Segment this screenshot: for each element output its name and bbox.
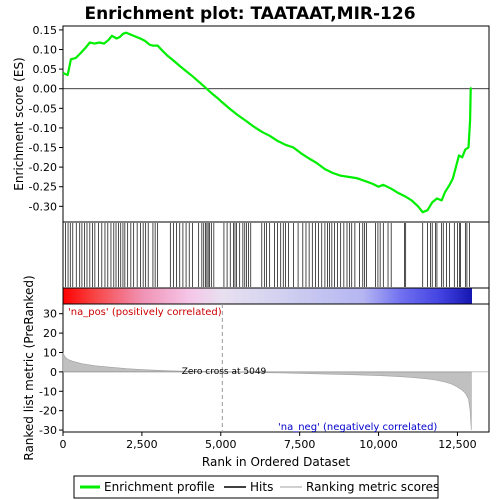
es-tick-label: -0.05 [29, 102, 57, 115]
hits-layer [65, 223, 470, 287]
es-tick-label: 0.10 [33, 44, 58, 57]
x-tick-label: 10,000 [359, 438, 398, 451]
metric-tick-label: 0 [50, 366, 57, 379]
x-axis-label: Rank in Ordered Dataset [202, 455, 350, 469]
ranking-heatmap-bar [63, 288, 472, 304]
es-tick-label: -0.20 [29, 161, 57, 174]
metric-tick-label: -30 [39, 424, 57, 437]
metric-tick-label: 20 [43, 327, 57, 340]
legend-hits-label: Hits [250, 480, 273, 494]
x-tick-label: 7,500 [284, 438, 316, 451]
legend-ranking-label: Ranking metric scores [306, 480, 439, 494]
x-tick-label: 5,000 [205, 438, 237, 451]
metric-tick-label: -20 [39, 405, 57, 418]
es-tick-label: -0.15 [29, 142, 57, 155]
zero-cross-label: Zero cross at 5049 [182, 367, 267, 377]
legend-enrichment-label: Enrichment profile [104, 480, 215, 494]
metric-tick-label: 30 [43, 308, 57, 321]
es-panel-frame [62, 25, 490, 223]
metric-axis-label: Ranked list metric (PreRanked) [22, 275, 36, 460]
x-tick-label: 0 [60, 438, 67, 451]
es-tick-label: -0.30 [29, 200, 57, 213]
es-tick-label: 0.05 [33, 63, 58, 76]
axes-layer: -0.30 -0.25 -0.20 -0.15 -0.10 -0.05 0.00 0.05 0.… [29, 24, 477, 451]
x-tick-label: 2,500 [126, 438, 158, 451]
metric-tick-label: 10 [43, 346, 57, 359]
chart-title: Enrichment plot: TAATAAT,MIR-126 [84, 4, 415, 24]
metric-layer [62, 304, 489, 432]
es-tick-label: -0.10 [29, 122, 57, 135]
metric-panel-frame [62, 303, 490, 433]
es-layer [62, 31, 489, 214]
neg-correlated-label: 'na_neg' (negatively correlated) [278, 422, 437, 433]
es-tick-label: 0.00 [33, 83, 58, 96]
pos-correlated-label: 'na_pos' (positively correlated) [68, 307, 222, 318]
es-axis-label: Enrichment score (ES) [12, 57, 26, 190]
legend: Enrichment profile Hits Ranking metric s… [73, 475, 439, 499]
hits-panel-frame [62, 221, 490, 289]
metric-tick-label: -10 [39, 385, 57, 398]
es-tick-label: 0.15 [33, 24, 58, 37]
x-tick-label: 12,500 [438, 438, 477, 451]
legend-box [73, 475, 439, 499]
es-tick-label: -0.25 [29, 181, 57, 194]
enrichment-profile-line [62, 31, 473, 214]
